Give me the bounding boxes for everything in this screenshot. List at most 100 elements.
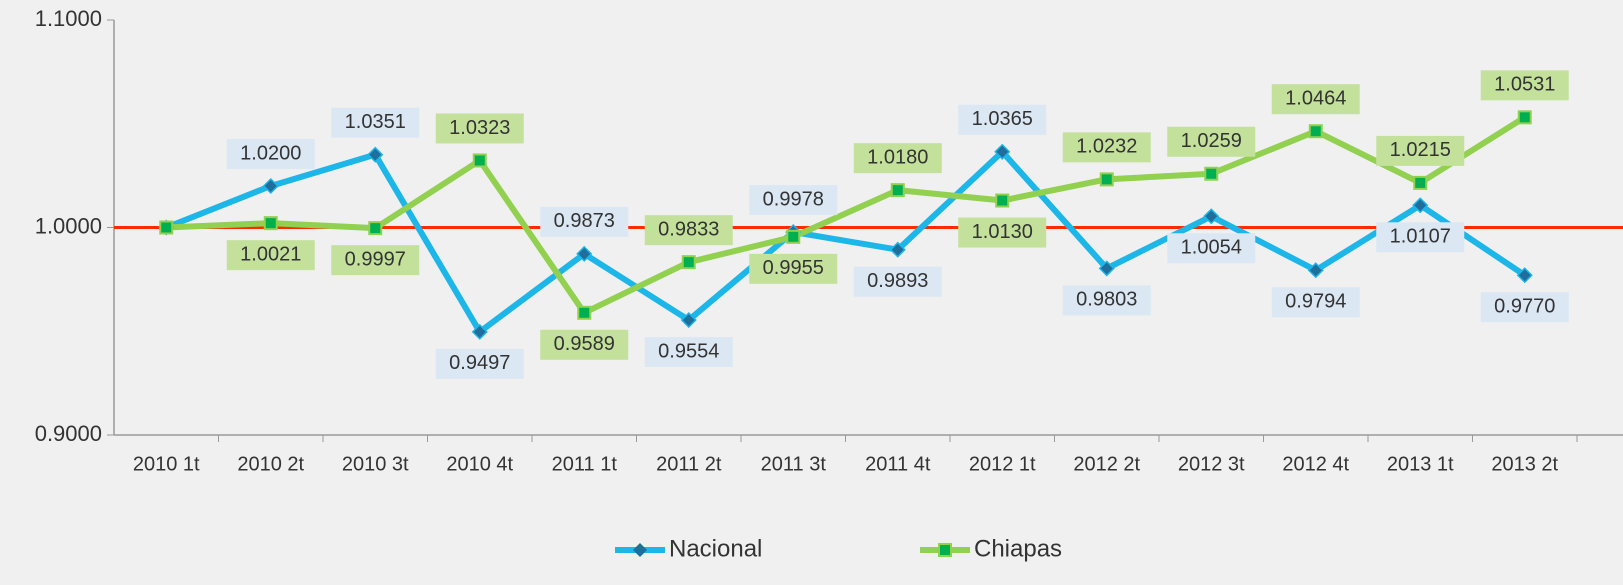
series-line bbox=[165, 148, 1527, 335]
x-tick-label: 2010 3t bbox=[342, 453, 409, 475]
series-line bbox=[166, 114, 1527, 316]
marker bbox=[1516, 267, 1533, 284]
data-label: 1.0180 bbox=[867, 146, 928, 168]
label-box bbox=[958, 217, 1047, 248]
label-box bbox=[853, 143, 942, 174]
marker bbox=[368, 221, 383, 236]
data-label: 0.9873 bbox=[554, 210, 615, 232]
x-tick-label: 2011 3t bbox=[761, 453, 827, 475]
legend-marker bbox=[633, 543, 647, 557]
data-label: 1.0351 bbox=[345, 111, 406, 133]
marker bbox=[1413, 175, 1428, 190]
label-box bbox=[1480, 292, 1569, 323]
data-label: 1.0215 bbox=[1390, 139, 1451, 161]
data-label: 0.9803 bbox=[1076, 289, 1137, 311]
data-label: 0.9893 bbox=[867, 270, 928, 292]
marker bbox=[995, 193, 1010, 208]
label-box bbox=[435, 113, 524, 144]
data-label: 1.0200 bbox=[240, 142, 301, 164]
label-box bbox=[1062, 285, 1151, 316]
marker bbox=[471, 323, 488, 340]
marker bbox=[577, 305, 592, 320]
label-box bbox=[1167, 233, 1256, 264]
marker bbox=[1204, 166, 1219, 181]
data-label: 1.0054 bbox=[1181, 237, 1242, 259]
marker bbox=[889, 241, 906, 258]
data-label: 0.9770 bbox=[1494, 296, 1555, 318]
legend-label: Nacional bbox=[669, 535, 762, 562]
data-label: 1.0259 bbox=[1181, 130, 1242, 152]
data-label: 0.9997 bbox=[345, 248, 406, 270]
marker bbox=[576, 245, 593, 262]
legend-marker bbox=[938, 543, 952, 557]
data-label: 0.9554 bbox=[658, 340, 719, 362]
data-label: 0.9497 bbox=[449, 352, 510, 374]
label-box bbox=[540, 206, 629, 237]
label-box bbox=[1271, 84, 1360, 115]
data-label: 1.0130 bbox=[972, 221, 1033, 243]
marker bbox=[994, 143, 1011, 160]
x-tick-label: 2012 4t bbox=[1282, 453, 1349, 475]
data-label: 1.0232 bbox=[1076, 136, 1137, 158]
x-tick-label: 2010 2t bbox=[237, 453, 304, 475]
marker bbox=[262, 177, 279, 195]
data-label: 1.0464 bbox=[1285, 88, 1346, 110]
label-box bbox=[749, 253, 838, 284]
data-label: 1.0365 bbox=[972, 108, 1033, 130]
label-box bbox=[1167, 126, 1256, 157]
marker bbox=[1308, 124, 1323, 139]
x-tick-label: 2010 1t bbox=[133, 453, 200, 475]
label-box bbox=[1271, 287, 1360, 318]
marker bbox=[1203, 208, 1220, 225]
label-box bbox=[644, 215, 733, 246]
data-label: 0.9794 bbox=[1285, 291, 1346, 313]
marker bbox=[159, 220, 174, 235]
label-box bbox=[331, 245, 420, 276]
marker bbox=[472, 153, 487, 168]
y-tick-label: 0.9000 bbox=[35, 421, 102, 446]
marker bbox=[1412, 197, 1429, 214]
x-tick-label: 2010 4t bbox=[446, 453, 513, 475]
label-box bbox=[644, 337, 733, 368]
data-label: 1.0107 bbox=[1390, 226, 1451, 248]
label-box bbox=[1062, 132, 1151, 163]
marker bbox=[786, 229, 801, 244]
x-tick-label: 2011 1t bbox=[552, 453, 618, 475]
data-label: 0.9978 bbox=[763, 188, 824, 210]
label-box bbox=[1480, 70, 1569, 101]
label-box bbox=[749, 185, 838, 216]
label-box bbox=[331, 107, 420, 138]
x-tick-label: 2012 1t bbox=[969, 453, 1036, 475]
label-box bbox=[226, 240, 315, 271]
marker bbox=[1099, 172, 1114, 187]
data-label: 1.0323 bbox=[449, 117, 510, 139]
label-box bbox=[540, 329, 629, 360]
label-box bbox=[853, 266, 942, 297]
x-tick-label: 2012 2t bbox=[1073, 453, 1140, 475]
x-tick-label: 2011 4t bbox=[865, 453, 931, 475]
marker bbox=[680, 311, 697, 329]
data-label: 1.0021 bbox=[240, 243, 301, 265]
y-tick-label: 1.1000 bbox=[35, 6, 102, 31]
data-label: 0.9833 bbox=[658, 218, 719, 240]
x-tick-label: 2013 2t bbox=[1491, 453, 1558, 475]
label-box bbox=[1376, 222, 1465, 253]
marker bbox=[1307, 262, 1324, 279]
legend-label: Chiapas bbox=[974, 535, 1062, 562]
label-box bbox=[1376, 135, 1465, 166]
label-box bbox=[958, 104, 1047, 135]
marker bbox=[263, 216, 278, 231]
data-label: 0.9955 bbox=[763, 257, 824, 279]
marker bbox=[1098, 260, 1115, 277]
label-box bbox=[226, 139, 315, 169]
data-label: 1.0531 bbox=[1494, 74, 1555, 96]
marker bbox=[367, 146, 384, 163]
marker bbox=[1517, 110, 1532, 125]
marker bbox=[681, 255, 696, 270]
x-tick-label: 2012 3t bbox=[1178, 453, 1245, 475]
data-label: 0.9589 bbox=[554, 333, 615, 355]
x-tick-label: 2013 1t bbox=[1387, 453, 1454, 475]
marker bbox=[890, 183, 905, 198]
label-box bbox=[435, 348, 524, 379]
